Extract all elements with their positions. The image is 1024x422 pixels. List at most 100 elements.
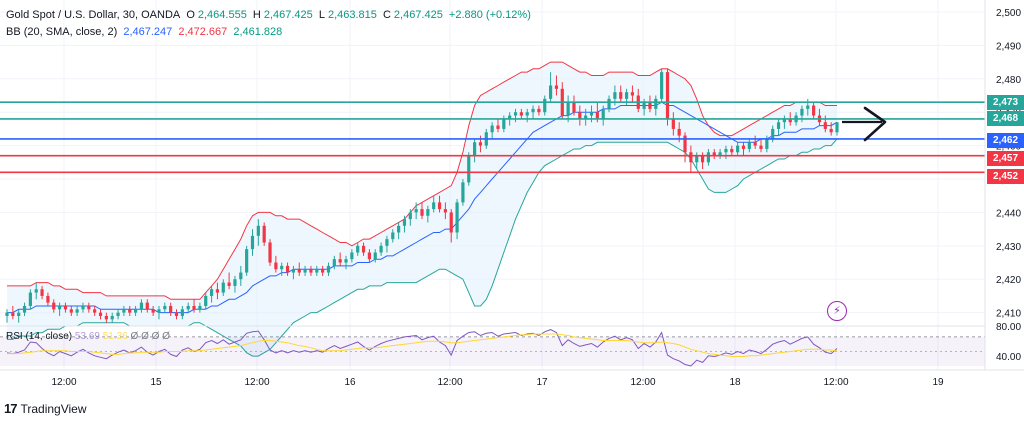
candle-body: [519, 112, 523, 116]
candle-body: [87, 305, 91, 310]
candle-body: [250, 235, 255, 250]
candle-body: [227, 282, 231, 286]
price-tick: 2,430: [996, 242, 1021, 253]
candle-body: [326, 265, 331, 273]
candle-body: [391, 232, 395, 240]
rsi-value: 53.69: [74, 331, 100, 342]
candle-body: [753, 142, 757, 146]
bb-lower-value: 2,461.828: [233, 26, 283, 38]
candle-body: [566, 102, 570, 116]
upper-band-line: [7, 61, 837, 300]
candle-body: [192, 305, 196, 310]
candle-body: [116, 312, 120, 316]
candle-body: [689, 152, 693, 163]
price-tag-2468: 2,468: [987, 111, 1024, 126]
symbol-legend[interactable]: Gold Spot / U.S. Dollar, 30, OANDA O 2,46…: [6, 9, 534, 21]
tradingview-footer[interactable]: 17 TradingView: [4, 401, 87, 416]
rsi-ma-value: 51.36: [102, 331, 128, 342]
candle-body: [268, 242, 272, 263]
time-tick: 12:00: [823, 377, 848, 388]
close-label: C: [382, 9, 391, 21]
rsi-label: RSI (14, close): [6, 331, 73, 342]
brand-name: TradingView: [20, 401, 87, 416]
candle-body: [274, 262, 278, 270]
horizontal-levels: [0, 101, 985, 174]
open-value: 2,464.555: [197, 9, 247, 21]
candle-body: [5, 312, 9, 316]
candle-body: [759, 145, 763, 149]
time-tick: 12:00: [244, 377, 269, 388]
candle-body: [309, 269, 313, 273]
low-label: L: [318, 9, 325, 21]
basis-line: [7, 101, 838, 314]
candle-body: [46, 295, 50, 303]
candle-body: [432, 202, 436, 210]
candle-body: [297, 269, 301, 273]
price-axis: 2,5002,4902,4802,4702,4602,4502,4402,430…: [984, 0, 1021, 370]
candle-body: [443, 209, 447, 213]
candle-body: [823, 122, 827, 129]
candle-body: [280, 265, 284, 270]
close-value: 2,467.425: [393, 9, 443, 21]
candle-body: [601, 108, 605, 119]
time-tick: 12:00: [630, 377, 655, 388]
candle-body: [467, 155, 471, 183]
candle-body: [110, 315, 114, 320]
candle-body: [75, 309, 79, 313]
candle-body: [554, 85, 559, 89]
candle-body: [408, 212, 412, 220]
time-tick: 15: [150, 377, 162, 388]
candle-body: [724, 148, 728, 153]
candle-body: [624, 92, 629, 99]
rsi-legend[interactable]: RSI (14, close) 53.69 51.36 Ø Ø Ø Ø: [6, 331, 170, 342]
candle-body: [548, 85, 553, 99]
candle-body: [11, 312, 15, 316]
candle-body: [525, 112, 529, 116]
candle-body: [584, 115, 588, 119]
rsi-line: [6, 329, 838, 367]
candle-body: [40, 289, 44, 296]
tradingview-logo-icon: 17: [4, 401, 18, 416]
candle-body: [256, 225, 260, 236]
bb-legend[interactable]: BB (20, SMA, close, 2) 2,467.247 2,472.6…: [6, 26, 285, 38]
candle-body: [245, 249, 249, 273]
candle-body: [81, 305, 85, 310]
candle-body: [589, 112, 594, 116]
high-value: 2,467.425: [263, 9, 313, 21]
candle-body: [642, 102, 646, 109]
candle-body: [700, 155, 705, 163]
candle-body: [28, 292, 32, 306]
candle-body: [543, 98, 547, 113]
candle-body: [186, 305, 190, 310]
candle-body: [426, 209, 430, 216]
candle-body: [730, 148, 734, 153]
time-tick: 12:00: [51, 377, 76, 388]
candle-body: [52, 302, 56, 310]
candle-body: [765, 138, 769, 149]
candle-body: [800, 108, 804, 116]
open-label: O: [186, 9, 195, 21]
candle-body: [776, 122, 781, 129]
lightning-icon[interactable]: ⚡: [827, 301, 847, 321]
price-tag-2457: 2,457: [987, 151, 1024, 166]
time-tick: 17: [536, 377, 548, 388]
candle-body: [34, 289, 38, 293]
candle-body: [741, 145, 746, 149]
rsi-ma-line: [7, 333, 838, 357]
candle-body: [373, 252, 377, 260]
rsi-extra: Ø Ø Ø Ø: [130, 331, 170, 342]
arrow-drawing[interactable]: [842, 106, 887, 142]
time-tick: 16: [344, 377, 356, 388]
candle-body: [151, 309, 155, 313]
candle-body: [473, 142, 477, 156]
candle-body: [437, 202, 442, 210]
candle-body: [665, 72, 670, 119]
candle-body: [163, 305, 167, 310]
candle-body: [198, 305, 202, 310]
candle-body: [747, 142, 751, 149]
time-tick: 19: [932, 377, 944, 388]
candlesticks: [5, 68, 839, 323]
rsi-pane: 80.00 40.00: [0, 322, 1021, 367]
candle-body: [58, 305, 62, 310]
